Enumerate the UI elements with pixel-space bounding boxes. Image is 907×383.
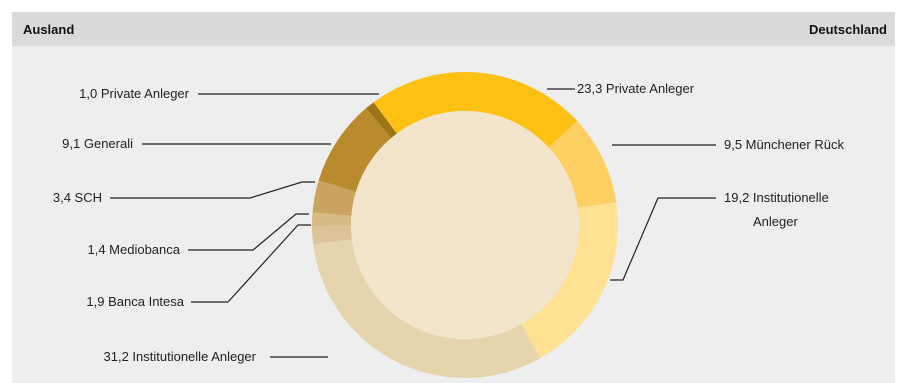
slice-label-1: 9,5 Münchener Rück (724, 137, 844, 152)
slice-deutschland-2 (521, 202, 618, 359)
slice-label-3: 31,2 Institutionelle Anleger (104, 349, 257, 364)
leader-line-2 (610, 197, 716, 281)
slice-label-8: 1,0 Private Anleger (79, 86, 190, 101)
slice-ausland-6 (312, 180, 356, 216)
chart-panel: Ausland Deutschland 23,3 Private Anleger… (12, 12, 895, 383)
slice-ausland-7 (318, 108, 392, 192)
leader-line-4 (191, 224, 311, 303)
slice-label-4: 1,9 Banca Intesa (86, 294, 184, 309)
leader-line-5 (188, 213, 309, 251)
slice-ausland-5 (312, 212, 352, 226)
slice-ausland-4 (312, 225, 352, 245)
slice-label-5: 1,4 Mediobanca (87, 242, 180, 257)
slice-deutschland-0 (373, 71, 578, 148)
chart-header: Ausland Deutschland (12, 12, 895, 46)
donut-chart: 23,3 Private Anleger 9,5 Münchener Rück 19… (53, 71, 844, 379)
slice-deutschland-1 (548, 121, 617, 208)
slice-ausland-8 (366, 102, 397, 139)
slice-label-2: 19,2 Institutionelle (724, 190, 829, 205)
slice-label-7: 9,1 Generali (62, 136, 133, 151)
slice-label-0: 23,3 Private Anleger (577, 81, 695, 96)
leader-line-6 (110, 181, 315, 199)
donut-center (351, 111, 579, 339)
group-title-deutschland: Deutschland (808, 22, 887, 37)
slice-ausland-3 (313, 239, 541, 379)
slice-label-6: 3,4 SCH (53, 190, 102, 205)
slice-label-2-line2: Anleger (753, 214, 798, 229)
group-title-ausland: Ausland (23, 22, 75, 37)
